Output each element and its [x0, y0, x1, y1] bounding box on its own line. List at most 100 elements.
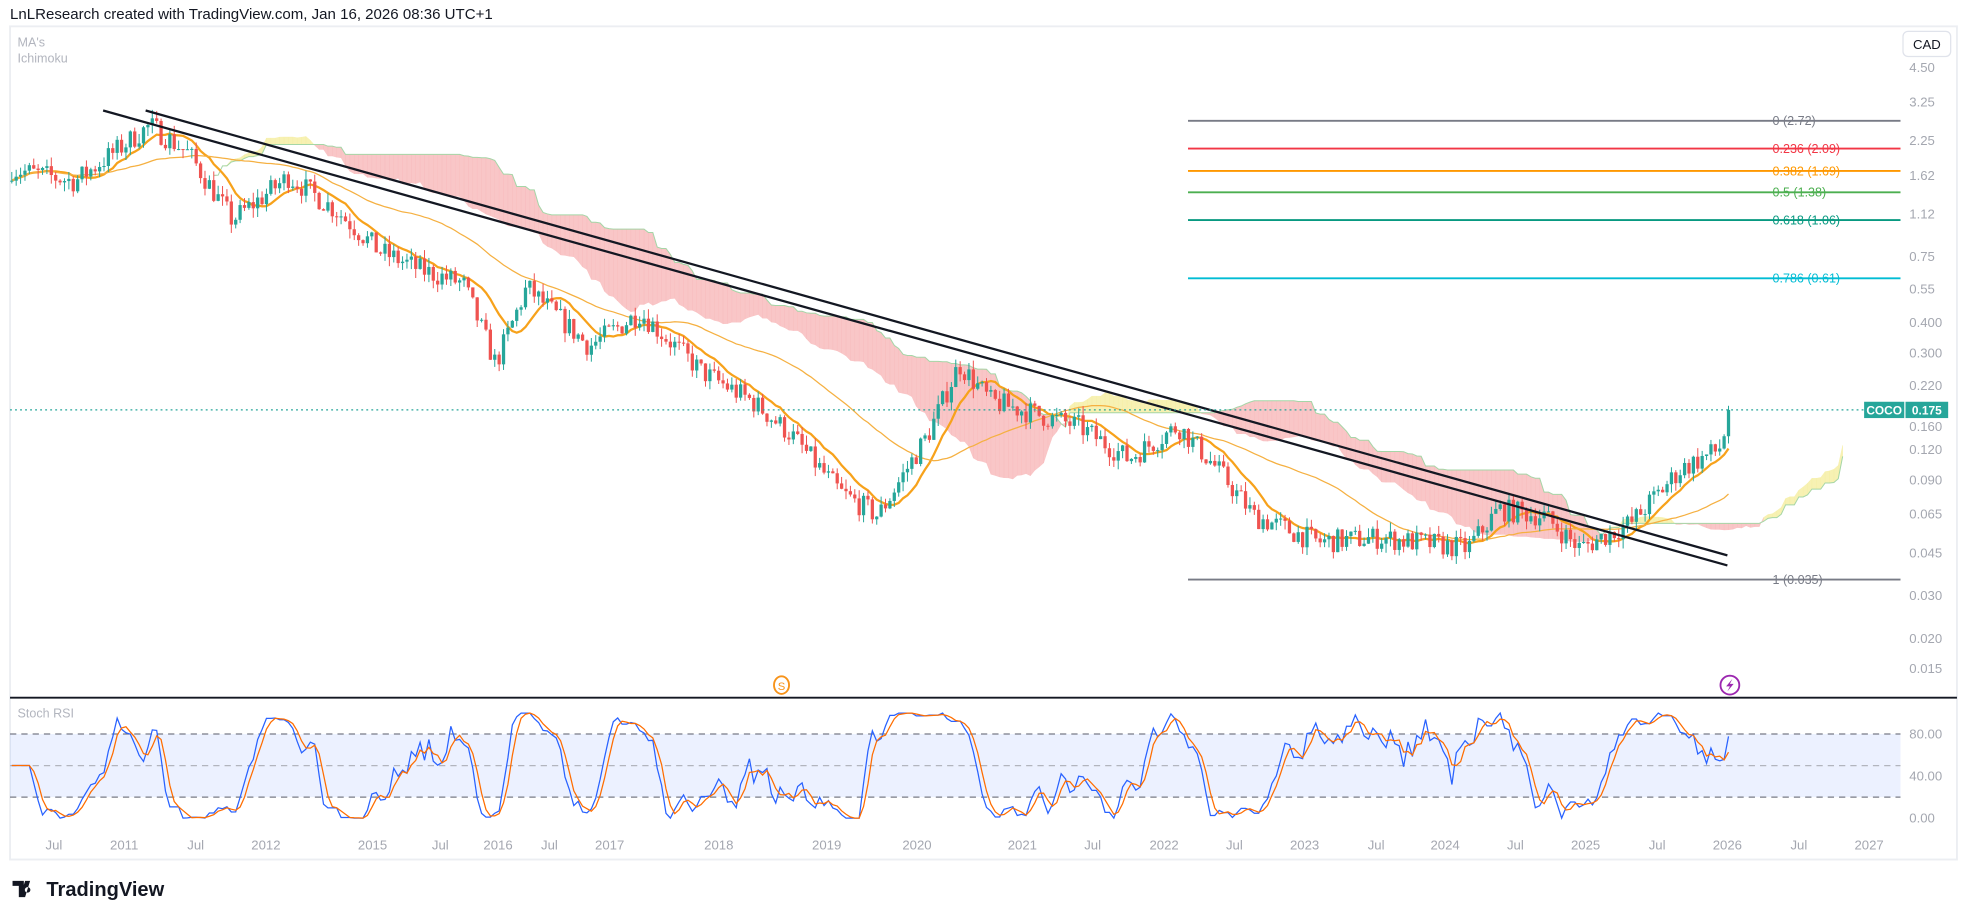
ichimoku-cloud-segment — [880, 331, 886, 384]
candle-body — [1248, 505, 1252, 509]
candle-body — [602, 325, 607, 337]
ichimoku-cloud-segment — [837, 315, 842, 354]
candle-body — [1661, 489, 1665, 493]
stoch-rsi-title[interactable]: Stoch RSI — [18, 707, 74, 721]
candle-body — [453, 270, 457, 283]
candle-body — [923, 435, 927, 439]
price-tick-label: 0.020 — [1909, 631, 1942, 646]
candle-body — [620, 326, 624, 334]
candle-body — [1279, 518, 1283, 520]
candle-body — [102, 166, 106, 168]
candle-body — [203, 178, 207, 189]
currency-button-bg[interactable] — [1902, 30, 1952, 58]
time-tick-label: 2024 — [1430, 837, 1459, 852]
candle-body — [734, 384, 738, 398]
candle-body — [159, 120, 163, 145]
candle-body — [343, 216, 348, 222]
currency-button[interactable]: CAD — [1902, 30, 1952, 58]
candle-body — [1103, 436, 1107, 449]
candle-body — [1028, 403, 1033, 423]
currency-label[interactable]: CAD — [1913, 37, 1941, 52]
candle-body — [638, 323, 642, 328]
candle-body — [1217, 461, 1221, 466]
candle-body — [418, 258, 422, 269]
candle-body — [1516, 501, 1520, 523]
ichimoku-cloud-segment — [1473, 469, 1479, 534]
lightning-icon — [1726, 678, 1734, 692]
candle-body — [848, 491, 853, 495]
ichimoku-cloud-segment — [722, 282, 728, 325]
candle-body — [1261, 519, 1265, 530]
ichimoku-cloud-segment — [1166, 400, 1172, 413]
candle-body — [651, 321, 655, 332]
ichimoku-cloud-segment — [916, 356, 921, 412]
trendline[interactable] — [102, 109, 1728, 567]
candle-body — [1024, 411, 1028, 423]
price-tick-label: 2.25 — [1909, 133, 1935, 148]
fib-level-label: 0.786 (0.61) — [1773, 272, 1841, 286]
ichimoku-cloud-segment — [577, 214, 583, 268]
ichimoku-cloud-segment — [1816, 477, 1821, 490]
stoch-tick-label: 0.00 — [1909, 810, 1935, 825]
candle-body — [1445, 540, 1450, 555]
ichimoku-cloud-segment — [1126, 399, 1132, 413]
ichimoku-cloud-segment — [1407, 453, 1413, 496]
candle-body — [427, 266, 431, 275]
candle-body — [58, 180, 62, 183]
ichimoku-cloud-segment — [463, 155, 469, 207]
candle-body — [835, 473, 839, 484]
candle-body — [357, 235, 361, 241]
candle-body — [1151, 446, 1155, 451]
fibonacci-retracement[interactable]: 0 (2.72) 0.236 (2.09) 0.382 (1.69) 0.5 (1.3… — [1188, 114, 1901, 587]
price-axis[interactable]: 4.50 3.25 2.25 1.62 1.12 0.75 0.55 0.400 0.300 0.… — [1909, 60, 1942, 676]
candle-body — [1094, 425, 1098, 440]
trendlines[interactable] — [102, 109, 1728, 567]
ichimoku-cloud-segment — [753, 293, 759, 317]
time-tick-label: Jul — [46, 837, 63, 852]
lightning-event-icon[interactable] — [1719, 674, 1741, 696]
candle-body — [1050, 415, 1054, 427]
candle-body — [1665, 484, 1669, 493]
split-event-icon[interactable]: S — [773, 675, 790, 695]
ichimoku-cloud-segment — [1271, 400, 1277, 441]
candle-body — [655, 321, 659, 337]
legend-ichimoku[interactable]: Ichimoku — [18, 52, 68, 66]
tradingview-logo[interactable]: TradingView — [12, 879, 165, 901]
candle-body — [1432, 533, 1436, 548]
ichimoku-cloud-segment — [714, 280, 719, 322]
candle-body — [949, 387, 954, 403]
candle-body — [1674, 472, 1678, 484]
last-price-label: COCO 0.175 — [1864, 401, 1949, 419]
stoch-rsi-pane: Stoch RSI 80.00 40.00 0.00 — [10, 707, 1942, 826]
candle-body — [1419, 532, 1423, 536]
candle-body — [291, 186, 295, 188]
legend-mas[interactable]: MA's — [18, 35, 45, 49]
ichimoku-cloud-segment — [902, 354, 908, 395]
price-tick-label: 0.015 — [1909, 661, 1942, 676]
candle-body — [273, 180, 277, 189]
candle-body — [1156, 450, 1160, 452]
candle-body — [1502, 504, 1507, 522]
price-tick-label: 0.300 — [1909, 346, 1942, 361]
price-tick-label: 0.030 — [1909, 588, 1942, 603]
candle-body — [444, 273, 449, 280]
candle-body — [238, 205, 242, 220]
candle-body — [1678, 475, 1682, 484]
ichimoku-cloud-segment — [1034, 408, 1040, 471]
candle-body — [883, 504, 888, 509]
candle-body — [1006, 393, 1011, 407]
ichimoku-cloud-segment — [1750, 523, 1756, 528]
candle-body — [1204, 459, 1208, 464]
candle-body — [1463, 538, 1467, 553]
split-event-circle[interactable] — [773, 675, 790, 695]
candle-body — [1410, 533, 1415, 550]
ichimoku-cloud-segment — [288, 136, 293, 145]
trendline[interactable] — [145, 109, 1728, 557]
candle-body — [976, 383, 980, 389]
candle-body — [1639, 509, 1643, 515]
ichimoku-cloud-segment — [1298, 401, 1303, 437]
time-axis[interactable]: Jul 2011 Jul 2012 2015 Jul 2016 Jul 2017 2018 2019… — [46, 837, 1884, 852]
candle-body — [36, 168, 40, 170]
candle-body — [769, 420, 773, 422]
